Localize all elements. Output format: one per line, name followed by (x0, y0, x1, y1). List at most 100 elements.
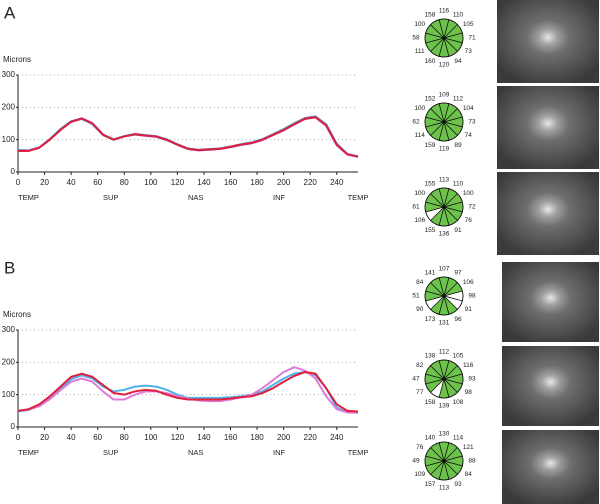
clock-value: 82 (416, 362, 424, 369)
x-tick-label: 20 (40, 433, 49, 442)
clock-value: 158 (425, 399, 436, 406)
x-tick-label: 200 (277, 433, 291, 442)
clock-value: 107 (439, 266, 450, 273)
clock-value: 112 (453, 95, 464, 102)
clock-outline (424, 359, 464, 399)
clock-value: 84 (465, 471, 473, 478)
clock-value: 152 (425, 95, 436, 102)
clock-value: 106 (463, 279, 474, 286)
clock-value: 121 (463, 444, 474, 451)
region-label: SUP (103, 193, 118, 202)
clock-value: 155 (425, 180, 436, 187)
clock-value: 100 (414, 190, 425, 197)
x-tick-label: 40 (67, 178, 76, 187)
x-tick-label: 180 (250, 178, 264, 187)
region-label: INF (273, 448, 286, 457)
x-tick-label: 140 (197, 433, 211, 442)
clock-value: 109 (414, 471, 425, 478)
clock-value: 74 (465, 132, 473, 139)
clock-value: 105 (463, 21, 474, 28)
clock-value: 100 (463, 190, 474, 197)
region-label: TEMP (348, 193, 369, 202)
series-line (18, 116, 359, 158)
clock-outline (424, 187, 464, 227)
clock-value: 105 (453, 352, 464, 359)
x-tick-label: 220 (304, 178, 318, 187)
clock-value: 93 (454, 481, 462, 488)
fundus-image (502, 346, 599, 426)
clock-value: 77 (416, 389, 424, 396)
x-tick-label: 220 (304, 433, 318, 442)
clock-value: 130 (439, 431, 450, 438)
panel-label: B (4, 258, 15, 277)
y-tick-label: 300 (2, 325, 16, 334)
clock-value: 62 (412, 119, 420, 126)
clock-outline (424, 276, 464, 316)
x-tick-label: 80 (120, 178, 129, 187)
y-axis-label: Microns (3, 310, 31, 319)
clock-outline (424, 441, 464, 481)
y-tick-label: 300 (2, 70, 16, 79)
clock-value: 71 (468, 35, 476, 42)
y-tick-label: 100 (2, 135, 16, 144)
clock-value: 110 (453, 11, 464, 18)
fundus-image (497, 0, 599, 83)
clock-value: 58 (412, 35, 420, 42)
clock-value: 73 (468, 119, 476, 126)
clock-value: 100 (414, 105, 425, 112)
clock-value: 97 (454, 269, 462, 276)
x-tick-label: 0 (16, 178, 21, 187)
clock-outline (424, 102, 464, 142)
clock-value: 108 (453, 399, 464, 406)
clock-value: 155 (425, 227, 436, 234)
clock-value: 110 (453, 180, 464, 187)
clock-value: 113 (439, 485, 450, 492)
clock-value: 76 (465, 217, 473, 224)
clock-value: 159 (425, 142, 436, 149)
y-tick-label: 200 (2, 357, 16, 366)
clock-value: 111 (415, 48, 425, 55)
region-label: NAS (188, 448, 203, 457)
clock-value: 73 (465, 48, 473, 55)
clock-value: 106 (414, 217, 425, 224)
fundus-image (502, 262, 599, 342)
fundus-image (502, 430, 599, 504)
clock-value: 119 (439, 146, 450, 153)
clock-value: 160 (425, 58, 436, 65)
x-tick-label: 240 (330, 433, 344, 442)
clock-value: 88 (468, 458, 476, 465)
series-line (17, 371, 359, 413)
y-axis-label: Microns (3, 55, 31, 64)
x-tick-label: 0 (16, 433, 21, 442)
x-tick-label: 160 (224, 178, 238, 187)
x-tick-label: 140 (197, 178, 211, 187)
x-tick-label: 180 (250, 433, 264, 442)
x-tick-label: 20 (40, 178, 49, 187)
clock-value: 157 (425, 481, 436, 488)
clock-value: 112 (439, 349, 450, 356)
clock-value: 136 (439, 231, 450, 238)
clock-value: 98 (468, 293, 476, 300)
clock-value: 113 (439, 177, 450, 184)
clock-value: 91 (465, 306, 473, 313)
clock-value: 100 (414, 21, 425, 28)
region-label: TEMP (348, 448, 369, 457)
clock-value: 72 (468, 204, 476, 211)
y-tick-label: 100 (2, 390, 16, 399)
clock-value: 139 (439, 403, 450, 410)
region-label: TEMP (18, 448, 39, 457)
clock-value: 96 (454, 316, 462, 323)
fundus-image (497, 86, 599, 169)
clock-value: 84 (416, 279, 424, 286)
clock-value: 76 (416, 444, 424, 451)
clock-value: 120 (439, 62, 450, 69)
clock-value: 138 (425, 352, 436, 359)
clock-value: 116 (463, 362, 474, 369)
fundus-image (497, 172, 599, 255)
fundus-images (497, 0, 599, 504)
clock-value: 47 (412, 376, 420, 383)
region-label: TEMP (18, 193, 39, 202)
y-tick-label: 0 (11, 167, 16, 176)
